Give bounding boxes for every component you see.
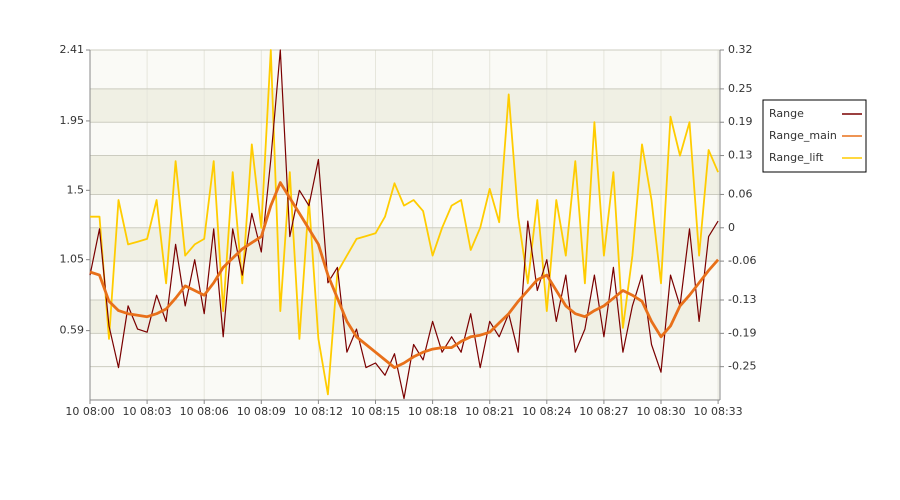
y-tick-label: 2.41	[60, 43, 85, 56]
y-tick-label: 1.95	[60, 114, 85, 127]
series-line	[90, 49, 719, 396]
band	[90, 88, 720, 123]
y-tick-label: 0.59	[60, 324, 85, 337]
x-tick-label: 10 08:21	[465, 405, 514, 418]
band	[90, 300, 720, 334]
y-tick-label: 1.05	[60, 253, 85, 266]
x-tick-label: 10 08:27	[579, 405, 628, 418]
plot-area: 10 08:00 10 08:03 10 08:06 10 08:09 10 08:12…	[60, 43, 757, 418]
y2-tick-label: 0.06	[728, 187, 753, 200]
legend: Range Range_main Range_lift	[762, 99, 867, 173]
x-tick-label: 10 08:06	[180, 405, 229, 418]
x-tick-label: 10 08:15	[351, 405, 400, 418]
legend-label: Range_main	[769, 129, 837, 142]
y2-tick-label: 0.13	[728, 149, 753, 162]
y-tick-label: 1.5	[67, 183, 85, 196]
y2-tick-label: -0.06	[728, 254, 756, 267]
y2-tick-label: 0	[728, 221, 735, 234]
series-line	[89, 49, 719, 400]
y2-tick-label: -0.13	[728, 293, 756, 306]
legend-label: Range	[769, 107, 804, 120]
legend-label: Range_lift	[769, 151, 824, 164]
x-tick-label: 10 08:24	[522, 405, 571, 418]
x-tick-label: 10 08:12	[294, 405, 343, 418]
y2-tick-label: -0.19	[728, 326, 756, 339]
y2-tick-label: 0.19	[728, 115, 753, 128]
x-tick-label: 10 08:33	[693, 405, 742, 418]
y2-tick-label: 0.25	[728, 82, 753, 95]
x-tick-label: 10 08:09	[237, 405, 286, 418]
y2-tick-label: -0.25	[728, 360, 756, 373]
band	[90, 155, 720, 195]
x-tick-label: 10 08:00	[65, 405, 114, 418]
x-tick-label: 10 08:30	[636, 405, 685, 418]
x-tick-label: 10 08:18	[408, 405, 457, 418]
y2-tick-label: 0.32	[728, 43, 753, 56]
x-tick-label: 10 08:03	[122, 405, 171, 418]
series-line	[89, 181, 720, 369]
